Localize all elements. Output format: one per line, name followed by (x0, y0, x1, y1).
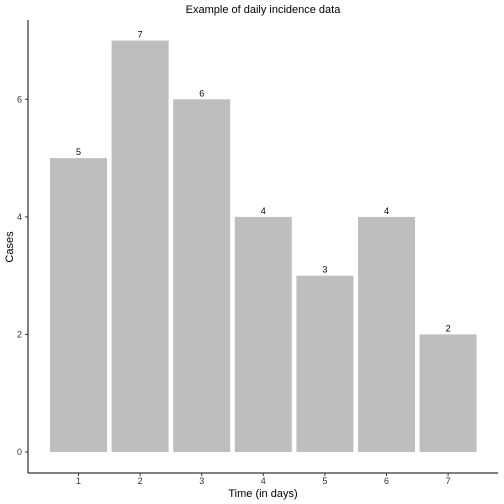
y-tick-label: 6 (17, 94, 22, 104)
bar-day-6 (358, 216, 415, 452)
chart-title: Example of daily incidence data (186, 4, 342, 16)
y-tick-label: 0 (17, 447, 22, 457)
x-tick-label: 6 (384, 476, 389, 486)
data-label-day-1: 5 (76, 147, 81, 157)
bar-day-4 (234, 216, 292, 452)
bar-day-1 (50, 158, 107, 452)
y-axis-title: Cases (4, 231, 16, 263)
data-labels-group: 5 7 6 4 3 4 2 (76, 30, 451, 334)
x-tick-label: 2 (138, 476, 143, 486)
data-label-day-2: 7 (138, 30, 143, 40)
x-axis-ticks: 1 2 3 4 5 6 7 (76, 473, 451, 486)
x-tick-label: 1 (76, 476, 81, 486)
x-axis-title: Time (in days) (228, 488, 297, 500)
y-tick-label: 4 (17, 212, 22, 222)
x-tick-label: 7 (446, 476, 451, 486)
data-label-day-4: 4 (261, 206, 266, 216)
data-label-day-6: 4 (384, 206, 389, 216)
data-label-day-5: 3 (322, 265, 327, 275)
x-tick-label: 5 (322, 476, 327, 486)
data-label-day-3: 6 (199, 88, 204, 98)
data-label-day-7: 2 (446, 323, 451, 333)
bar-day-3 (173, 99, 231, 453)
bars-group (50, 40, 477, 453)
bar-day-5 (296, 275, 354, 452)
bar-day-7 (419, 334, 477, 452)
x-tick-label: 3 (199, 476, 204, 486)
y-axis-ticks: 0 2 4 6 (17, 94, 28, 457)
y-tick-label: 2 (17, 329, 22, 339)
x-tick-label: 4 (261, 476, 266, 486)
bar-day-2 (111, 40, 169, 452)
